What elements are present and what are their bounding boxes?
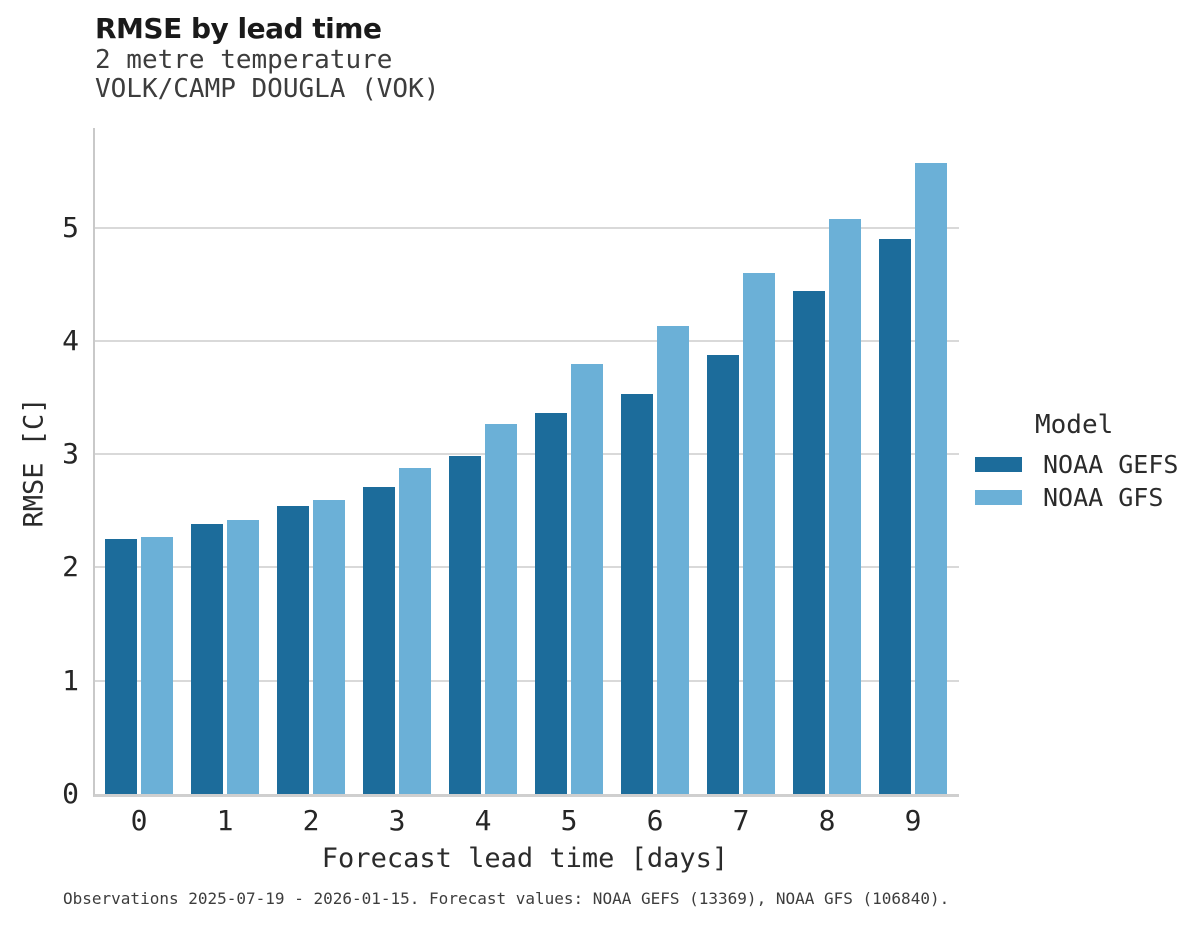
gridline-y-5 [95, 226, 959, 229]
x-tick-label-2: 2 [302, 804, 320, 837]
legend-label: NOAA GFS [1043, 483, 1164, 512]
bar-noaa-gfs-lead-6 [657, 326, 689, 794]
plot-area: 0 1 2 3 4 5 0 1 2 3 4 5 6 7 8 9 [62, 128, 959, 837]
legend-entries: NOAA GEFS NOAA GFS [975, 448, 1178, 514]
gridline-y-1 [95, 679, 959, 682]
x-tick-label-3: 3 [388, 804, 406, 837]
bar-noaa-gefs-lead-8 [793, 291, 825, 794]
y-tick-label-0: 0 [62, 777, 79, 810]
bar-noaa-gefs-lead-9 [879, 239, 911, 794]
bar-noaa-gefs-lead-5 [535, 413, 567, 794]
bar-noaa-gefs-lead-7 [707, 355, 739, 794]
y-tick-label-2: 2 [62, 550, 79, 584]
gridline-y-2 [95, 566, 959, 569]
chart-subtitle-line-1: 2 metre temperature [95, 45, 393, 75]
bar-noaa-gefs-lead-2 [277, 506, 309, 794]
bar-noaa-gfs-lead-3 [399, 468, 431, 794]
legend-label: NOAA GEFS [1043, 450, 1179, 479]
chart-title: RMSE by lead time [95, 12, 382, 45]
x-axis-title: Forecast lead time [days] [321, 843, 729, 874]
bar-noaa-gefs-lead-4 [449, 456, 481, 794]
x-tick-label-9: 9 [904, 804, 922, 837]
bar-noaa-gefs-lead-1 [191, 524, 223, 794]
x-tick-label-7: 7 [732, 804, 750, 837]
caption: Observations 2025-07-19 - 2026-01-15. Fo… [63, 889, 950, 908]
y-tick-label-4: 4 [62, 323, 79, 357]
x-tick-label-0: 0 [130, 804, 148, 837]
chart-subtitle-line-2: VOLK/CAMP DOUGLA (VOK) [95, 74, 440, 104]
bar-noaa-gefs-lead-3 [363, 487, 395, 794]
x-tick-label-8: 8 [818, 804, 836, 837]
bar-noaa-gefs-lead-6 [621, 394, 653, 794]
bar-noaa-gfs-lead-1 [227, 520, 259, 794]
legend-title: Model [1035, 410, 1114, 440]
x-tick-label-6: 6 [646, 804, 664, 837]
bar-noaa-gfs-lead-7 [743, 273, 775, 794]
bar-noaa-gfs-lead-2 [313, 500, 345, 794]
legend-swatch-icon [975, 490, 1022, 505]
legend-row-noaa-gfs: NOAA GFS [975, 481, 1178, 514]
gridline-y-3 [95, 453, 959, 456]
legend-row-noaa-gefs: NOAA GEFS [975, 448, 1178, 481]
bar-noaa-gfs-lead-9 [915, 163, 947, 794]
x-tick-label-1: 1 [216, 804, 234, 837]
bar-noaa-gfs-lead-5 [571, 364, 603, 794]
legend-swatch-icon [975, 457, 1022, 472]
bar-noaa-gfs-lead-4 [485, 424, 517, 794]
y-tick-label-1: 1 [62, 663, 79, 697]
gridline-y-4 [95, 339, 959, 342]
bar-noaa-gefs-lead-0 [105, 539, 137, 794]
bar-noaa-gfs-lead-8 [829, 219, 861, 794]
x-tick-label-4: 4 [474, 804, 492, 837]
legend: Model NOAA GEFS NOAA GFS [975, 410, 1178, 514]
x-tick-label-5: 5 [560, 804, 578, 837]
title-block: RMSE by lead time 2 metre temperature VO… [95, 12, 439, 104]
y-tick-label-3: 3 [62, 437, 79, 471]
y-tick-label-5: 5 [62, 210, 79, 244]
bar-noaa-gfs-lead-0 [141, 537, 173, 794]
